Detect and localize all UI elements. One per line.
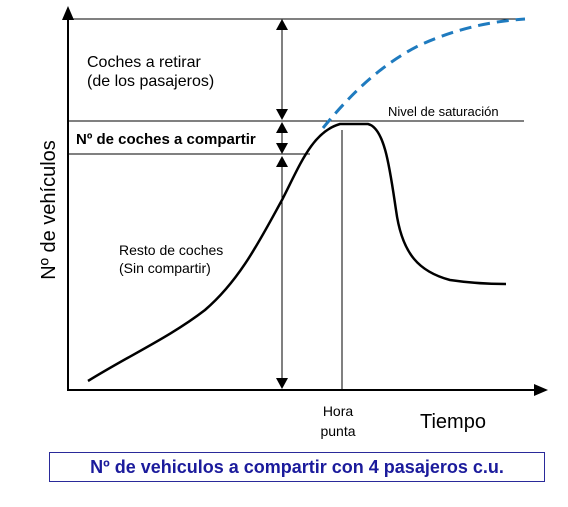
label-cars-to-share: Nº de coches a compartir: [76, 131, 256, 148]
y-axis-arrowhead: [62, 6, 74, 20]
x-axis-label: Tiempo: [420, 411, 486, 433]
traffic-curve: [87, 122, 507, 383]
arrow-cars-to-remove-top-head: [276, 19, 288, 30]
figure-caption: Nº de vehiculos a compartir con 4 pasaje…: [49, 452, 545, 482]
arrow-cars-to-remove-bottom-head: [276, 109, 288, 120]
arrow-cars-to-share-top-head: [276, 122, 288, 133]
y-axis-label: Nº de vehículos: [38, 140, 60, 280]
label-cars-to-remove: Coches a retirar: [87, 54, 201, 71]
label-peak-hour-line2: punta: [320, 423, 355, 439]
label-remaining-line2: (Sin compartir): [119, 260, 211, 276]
arrow-remaining-top-head: [276, 156, 288, 167]
label-peak-hour: Hora: [323, 403, 354, 419]
arrow-cars-to-share-bottom-head: [276, 143, 288, 154]
arrow-remaining-bottom-head: [276, 378, 288, 389]
label-remaining: Resto de coches: [119, 242, 223, 258]
label-saturation: Nivel de saturación: [388, 104, 499, 119]
x-axis-arrowhead: [534, 384, 548, 396]
figure-caption-text: Nº de vehiculos a compartir con 4 pasaje…: [90, 456, 504, 477]
label-cars-to-remove-line2: (de los pasajeros): [87, 73, 214, 90]
